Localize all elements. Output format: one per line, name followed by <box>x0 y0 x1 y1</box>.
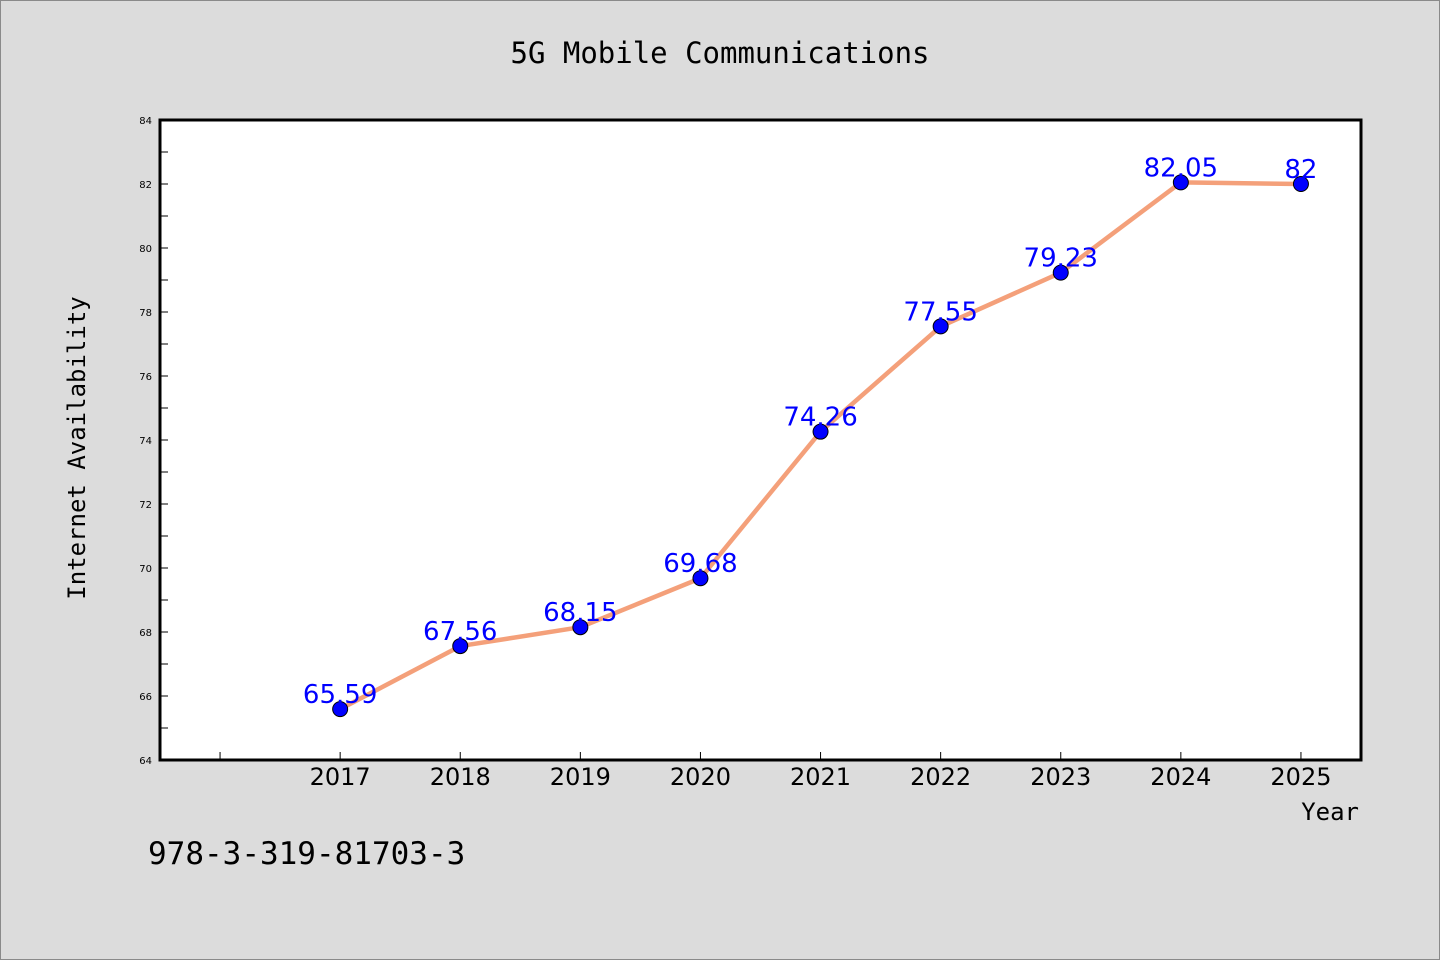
data-label: 74.26 <box>783 403 857 433</box>
y-tick-label: 78 <box>139 308 152 319</box>
x-tick-label: 2017 <box>310 763 371 791</box>
data-point <box>1292 176 1309 192</box>
y-axis-ticks: 64 66 68 70 72 74 76 78 80 82 84 <box>139 116 168 767</box>
data-label: 69.68 <box>663 549 737 579</box>
data-point <box>692 570 709 587</box>
data-point <box>1172 174 1189 191</box>
plot-area <box>158 118 1363 762</box>
x-tick-label: 2022 <box>910 763 971 791</box>
data-label: 82 <box>1284 155 1317 185</box>
data-point <box>812 423 829 440</box>
data-point <box>572 619 589 636</box>
data-label: 82.05 <box>1144 153 1218 183</box>
y-tick-label: 70 <box>139 564 152 575</box>
x-tick-label: 2019 <box>550 763 611 791</box>
x-axis-ticks: 2017 2018 2019 2020 2021 2022 2023 2024 2025 <box>219 752 1331 791</box>
y-tick-label: 66 <box>139 692 152 703</box>
isbn-footnote: 978-3-319-81703-3 <box>148 836 465 872</box>
x-tick-label: 2020 <box>670 763 731 791</box>
data-point <box>452 638 469 655</box>
data-point <box>1052 264 1069 281</box>
data-point <box>332 701 349 718</box>
x-tick-label: 2018 <box>430 763 491 791</box>
data-label-group: 65.59 67.56 68.15 69.68 74.26 77.55 79.23 82.05… <box>303 153 1318 710</box>
x-tick-label: 2023 <box>1030 763 1091 791</box>
y-tick-label: 68 <box>139 628 152 639</box>
y-tick-label: 76 <box>139 372 152 383</box>
y-tick-label: 84 <box>139 116 152 127</box>
x-tick-label: 2021 <box>790 763 851 791</box>
data-label: 77.55 <box>903 297 977 327</box>
data-label: 65.59 <box>303 680 377 710</box>
x-axis-label: Year <box>1301 798 1359 826</box>
y-tick-label: 82 <box>139 180 152 191</box>
y-tick-label: 80 <box>139 244 152 255</box>
y-tick-label: 72 <box>139 500 152 511</box>
data-label: 79.23 <box>1024 244 1098 274</box>
data-label: 68.15 <box>543 598 617 628</box>
x-tick-label: 2025 <box>1270 763 1331 791</box>
y-axis-label: Internet Availability <box>63 296 91 599</box>
x-tick-label: 2024 <box>1150 763 1211 791</box>
marker-group <box>332 174 1309 718</box>
data-point <box>932 318 949 335</box>
y-tick-label: 74 <box>139 436 152 447</box>
chart-title: 5G Mobile Communications <box>510 36 929 70</box>
data-label: 67.56 <box>423 617 497 647</box>
y-tick-label: 64 <box>139 756 152 767</box>
